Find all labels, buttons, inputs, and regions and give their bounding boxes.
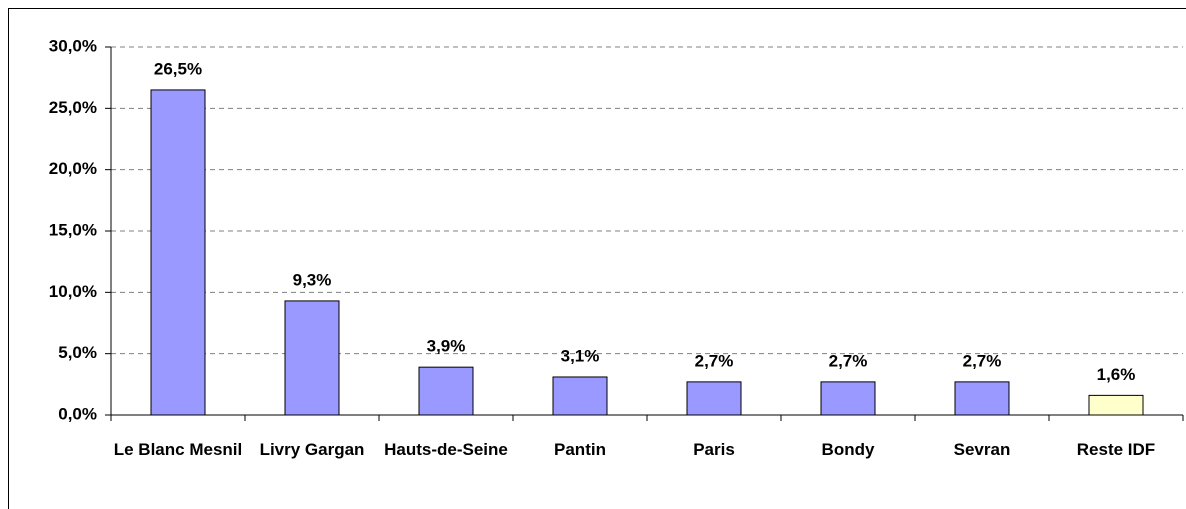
x-tick-label: Pantin: [554, 440, 606, 459]
value-label: 3,1%: [561, 346, 600, 365]
value-label: 2,7%: [829, 351, 868, 370]
y-tick-label: 20,0%: [49, 159, 97, 178]
bar: [1088, 394, 1144, 416]
value-label: 2,7%: [695, 351, 734, 370]
bar: [284, 300, 340, 416]
bar: [150, 89, 206, 416]
bar: [418, 366, 474, 416]
value-label: 3,9%: [427, 337, 466, 356]
x-tick-label: Livry Gargan: [259, 440, 365, 459]
y-tick-label: 0,0%: [58, 404, 97, 423]
value-label: 1,6%: [1097, 365, 1136, 384]
y-tick-label: 15,0%: [49, 220, 97, 239]
x-tick-label: Reste IDF: [1076, 440, 1156, 459]
x-tick-label: Sevran: [953, 440, 1011, 459]
y-tick-label: 10,0%: [49, 282, 97, 301]
value-label: 2,7%: [963, 351, 1002, 370]
value-label: 26,5%: [154, 59, 202, 78]
chart-frame: [8, 8, 1186, 509]
y-tick-label: 5,0%: [58, 343, 97, 362]
bar: [686, 381, 742, 416]
y-tick-label: 25,0%: [49, 98, 97, 117]
x-tick-label: Paris: [693, 440, 735, 459]
bar: [820, 381, 876, 416]
value-label: 9,3%: [293, 270, 332, 289]
x-tick-label: Bondy: [821, 440, 875, 459]
y-tick-label: 30,0%: [49, 36, 97, 55]
bar: [552, 376, 608, 416]
x-tick-label: Le Blanc Mesnil: [113, 440, 243, 459]
bar: [954, 381, 1010, 416]
x-tick-label: Hauts-de-Seine: [384, 440, 508, 459]
